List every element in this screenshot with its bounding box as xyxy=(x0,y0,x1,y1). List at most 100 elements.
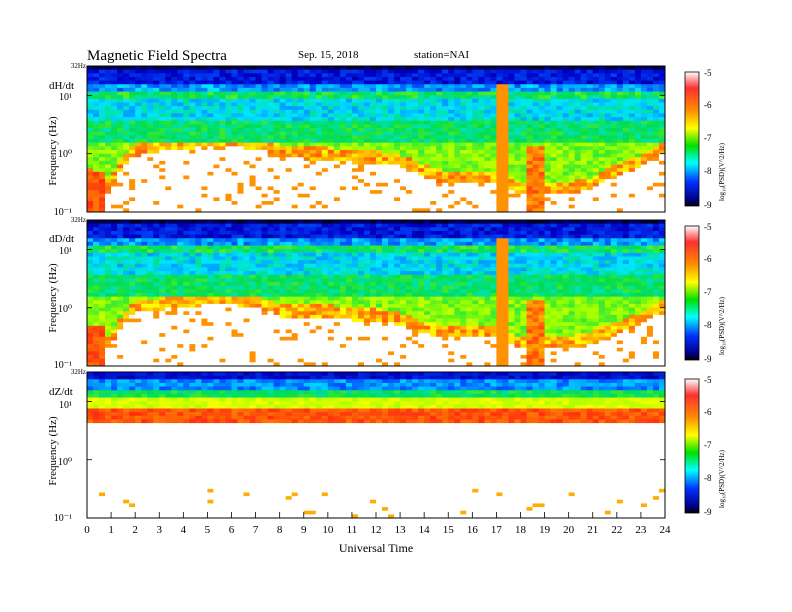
heatmap-cell xyxy=(147,267,154,272)
heatmap-cell xyxy=(580,80,588,85)
heatmap-cell xyxy=(598,91,606,96)
heatmap-cell xyxy=(550,186,558,191)
heatmap-cell xyxy=(544,157,551,162)
heatmap-cell xyxy=(556,160,564,165)
heatmap-cell xyxy=(568,80,576,85)
heatmap-cell xyxy=(339,76,347,81)
heatmap-cell xyxy=(105,128,112,133)
heatmap-cell xyxy=(394,87,401,92)
heatmap-cell xyxy=(508,182,515,187)
heatmap-cell xyxy=(111,124,118,129)
heatmap-cell xyxy=(93,197,100,202)
heatmap-cell xyxy=(99,128,106,133)
heatmap-cell xyxy=(339,87,347,92)
heatmap-cell xyxy=(394,146,401,151)
heatmap-cell xyxy=(466,106,473,111)
heatmap-cell xyxy=(135,208,142,213)
heatmap-cell xyxy=(327,201,335,206)
heatmap-cell xyxy=(544,76,551,81)
heatmap-cell xyxy=(418,128,425,133)
heatmap-cell xyxy=(520,87,527,92)
heatmap-cell xyxy=(279,113,287,118)
heatmap-cell xyxy=(400,87,407,92)
heatmap-cell xyxy=(532,168,539,173)
heatmap-cell xyxy=(225,201,232,206)
heatmap-cell xyxy=(123,230,130,235)
heatmap-cell xyxy=(135,300,142,305)
heatmap-cell xyxy=(237,208,244,213)
heatmap-cell xyxy=(105,303,112,308)
heatmap-cell xyxy=(135,245,142,250)
heatmap-cell xyxy=(496,201,503,206)
heatmap-cell xyxy=(183,227,190,232)
heatmap-cell xyxy=(496,171,503,176)
heatmap-cell xyxy=(436,73,443,78)
heatmap-cell xyxy=(249,333,256,338)
heatmap-cell xyxy=(544,113,551,118)
heatmap-cell xyxy=(574,69,582,74)
heatmap-cell xyxy=(231,241,238,246)
heatmap-cell xyxy=(165,117,172,122)
heatmap-cell xyxy=(225,182,232,187)
heatmap-cell xyxy=(87,193,94,198)
heatmap-cell xyxy=(454,84,461,89)
heatmap-cell xyxy=(634,197,642,202)
heatmap-cell xyxy=(339,153,347,158)
heatmap-cell xyxy=(640,120,648,125)
heatmap-cell xyxy=(207,362,214,367)
heatmap-cell xyxy=(141,285,148,290)
heatmap-cell xyxy=(177,80,184,85)
heatmap-cell xyxy=(424,73,431,78)
heatmap-cell xyxy=(285,120,293,125)
heatmap-cell xyxy=(520,66,527,71)
heatmap-cell xyxy=(400,149,407,154)
heatmap-cell xyxy=(195,146,202,151)
heatmap-cell xyxy=(99,168,106,173)
heatmap-cell xyxy=(171,296,178,301)
heatmap-cell xyxy=(382,182,389,187)
heatmap-cell xyxy=(93,245,100,250)
heatmap-cell xyxy=(327,80,335,85)
heatmap-cell xyxy=(454,76,461,81)
heatmap-cell xyxy=(327,179,335,184)
heatmap-cell xyxy=(538,76,545,81)
heatmap-cell xyxy=(123,336,130,341)
heatmap-cell xyxy=(159,179,166,184)
heatmap-cell xyxy=(598,204,606,209)
heatmap-cell xyxy=(574,182,582,187)
heatmap-cell xyxy=(291,98,299,103)
heatmap-cell xyxy=(466,84,473,89)
heatmap-cell xyxy=(135,340,142,345)
heatmap-cell xyxy=(219,120,226,125)
heatmap-cell xyxy=(159,98,166,103)
heatmap-cell xyxy=(394,124,401,129)
heatmap-cell xyxy=(189,333,196,338)
heatmap-cell xyxy=(243,355,250,360)
heatmap-cell xyxy=(171,87,178,92)
heatmap-cell xyxy=(123,113,130,118)
heatmap-cell xyxy=(604,80,612,85)
heatmap-cell xyxy=(610,190,618,195)
heatmap-cell xyxy=(219,164,226,169)
heatmap-cell xyxy=(388,128,395,133)
heatmap-cell xyxy=(436,117,443,122)
heatmap-cell xyxy=(237,333,244,338)
heatmap-cell xyxy=(496,117,503,122)
heatmap-cell xyxy=(225,168,232,173)
heatmap-cell xyxy=(165,307,172,312)
heatmap-cell xyxy=(111,139,118,144)
heatmap-cell xyxy=(315,106,323,111)
heatmap-cell xyxy=(219,234,226,239)
heatmap-cell xyxy=(237,186,244,191)
heatmap-cell xyxy=(574,160,582,165)
heatmap-cell xyxy=(105,333,112,338)
heatmap-cell xyxy=(255,98,262,103)
heatmap-cell xyxy=(436,109,443,114)
heatmap-cell xyxy=(93,322,100,327)
heatmap-cell xyxy=(213,307,220,312)
heatmap-cell xyxy=(285,128,293,133)
heatmap-cell xyxy=(388,131,395,136)
heatmap-cell xyxy=(646,69,654,74)
heatmap-cell xyxy=(592,106,600,111)
heatmap-cell xyxy=(243,208,250,213)
